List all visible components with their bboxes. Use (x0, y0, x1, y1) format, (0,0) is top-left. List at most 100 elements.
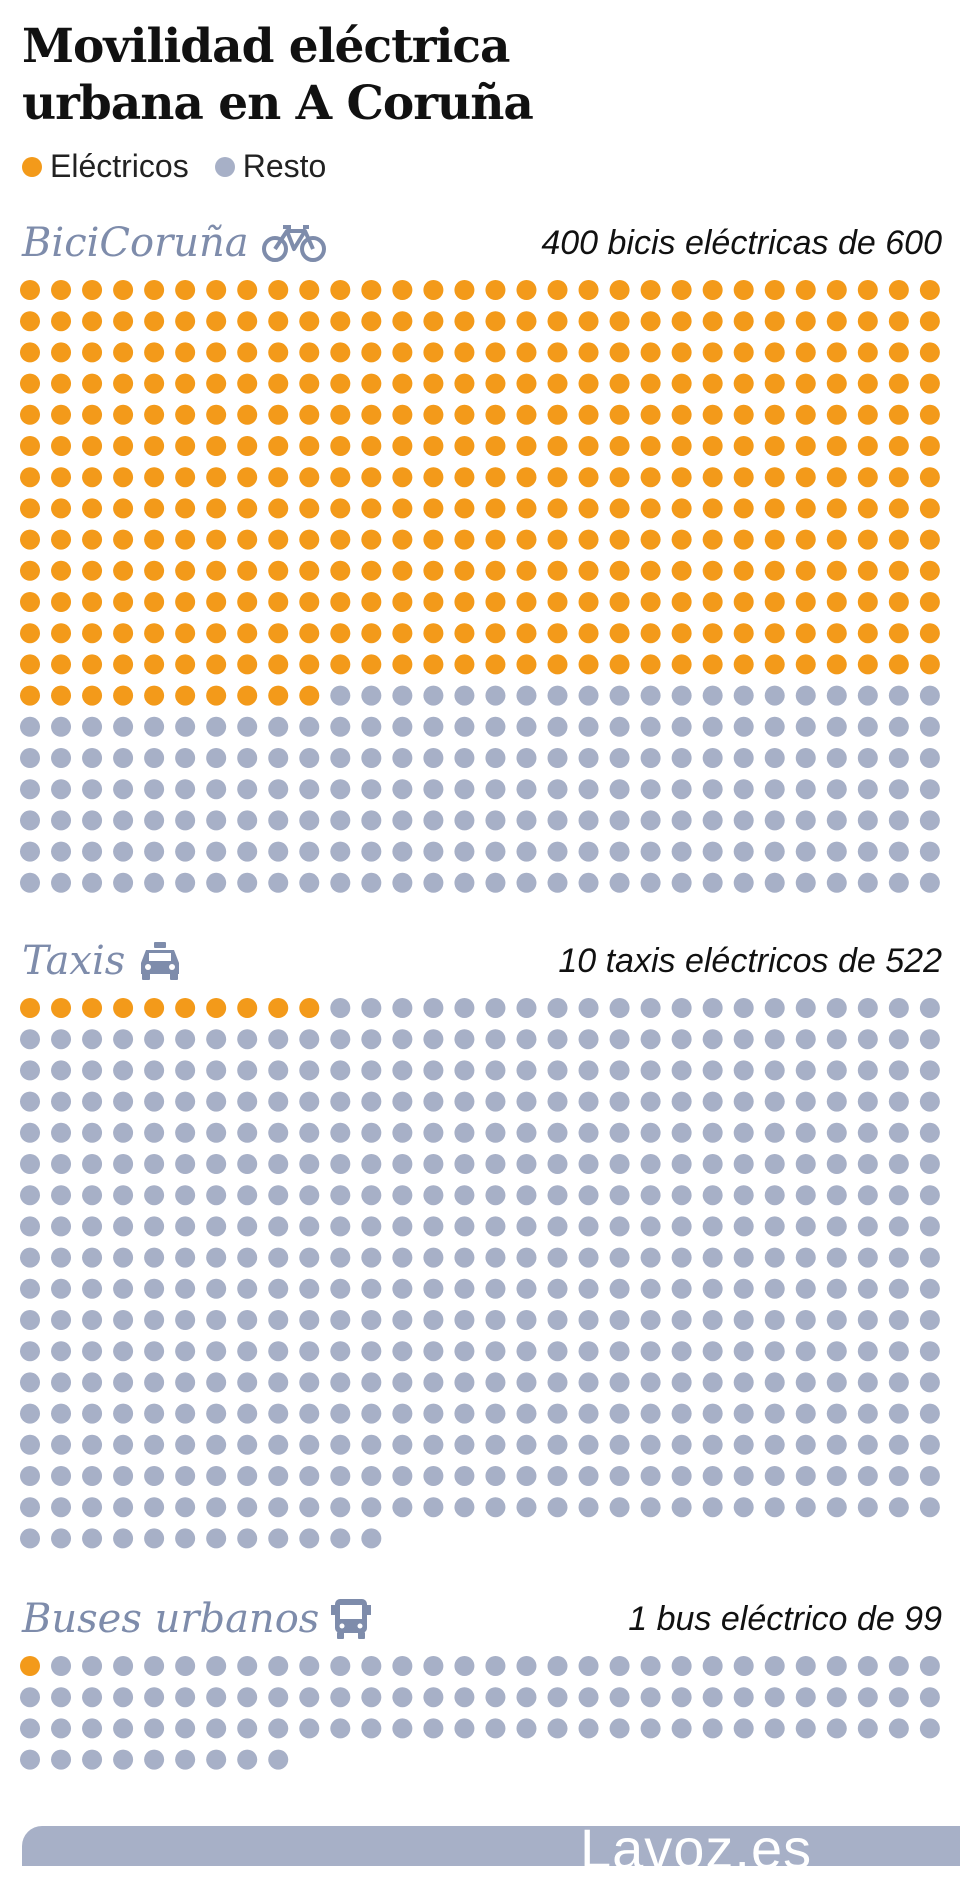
dot-electric (671, 404, 692, 425)
dot-electric (237, 404, 258, 425)
dot-rest (888, 716, 909, 737)
dot-rest (888, 1122, 909, 1143)
dot-electric (640, 342, 661, 363)
dot-rest (733, 872, 754, 893)
dot-rest (330, 1060, 351, 1081)
dot-rest (516, 685, 537, 706)
dot-electric (888, 592, 909, 612)
dot-electric (20, 436, 40, 456)
dot-electric (82, 685, 103, 706)
dot-electric (144, 685, 165, 706)
dot-rest (640, 1372, 661, 1393)
section-value-taxis: 10 taxis eléctricos de 522 (558, 941, 942, 980)
dot-electric (547, 280, 568, 300)
dot-rest (640, 1029, 661, 1050)
dot-rest (454, 810, 475, 831)
dot-electric (919, 529, 940, 550)
dot-rest (919, 748, 940, 768)
dot-electric (361, 404, 382, 425)
dot-rest (392, 748, 413, 768)
dot-rest (423, 685, 444, 706)
dot-rest (268, 810, 289, 831)
dot-rest (702, 872, 723, 893)
dot-rest (795, 1247, 816, 1268)
dot-rest (361, 1216, 382, 1237)
dot-electric (51, 373, 72, 394)
dot-rest (144, 1749, 165, 1770)
dot-rest (206, 810, 227, 831)
dot-rest (423, 779, 444, 800)
dot-electric (113, 342, 134, 363)
dot-electric (919, 436, 940, 456)
dot-rest (268, 841, 289, 862)
dot-rest (888, 1154, 909, 1174)
dot-rest (330, 748, 351, 768)
footer-logo: Lavoz.es (580, 1817, 813, 1880)
dot-rest (733, 685, 754, 706)
dot-rest (268, 1403, 289, 1424)
dot-rest (113, 1718, 134, 1739)
dot-rest (330, 1687, 351, 1708)
dot-rest (330, 1403, 351, 1424)
dot-rest (268, 1466, 289, 1486)
dot-rest (330, 1718, 351, 1739)
dot-rest (144, 1466, 165, 1486)
dot-electric (392, 592, 413, 612)
dot-electric (826, 560, 847, 581)
dot-rest (516, 1060, 537, 1081)
dot-rest (113, 1656, 134, 1676)
dot-rest (857, 1434, 878, 1455)
dot-rest (82, 1434, 103, 1455)
dot-rest (764, 1466, 785, 1486)
dot-rest (516, 1185, 537, 1206)
legend-swatch-rest (214, 156, 235, 177)
dot-rest (516, 841, 537, 862)
dot-rest (20, 1341, 40, 1362)
dot-rest (609, 841, 630, 862)
dot-electric (361, 342, 382, 363)
dot-rest (423, 1434, 444, 1455)
dot-electric (51, 654, 72, 675)
dot-electric (423, 498, 444, 519)
dot-electric (888, 623, 909, 644)
dot-rest (485, 1216, 506, 1237)
dot-rest (547, 1247, 568, 1268)
dot-electric (82, 623, 103, 644)
dot-electric (516, 654, 537, 675)
dot-electric (826, 498, 847, 519)
dot-rest (206, 1528, 227, 1549)
dot-electric (485, 280, 506, 300)
dot-rest (144, 779, 165, 800)
dot-rest (113, 1216, 134, 1237)
dot-rest (485, 716, 506, 737)
dot-electric (268, 373, 289, 394)
dot-rest (361, 779, 382, 800)
dot-electric (206, 560, 227, 581)
legend-label-rest: Resto (242, 148, 327, 184)
dot-rest (392, 1372, 413, 1393)
dot-rest (578, 1656, 599, 1676)
dot-rest (454, 1403, 475, 1424)
dot-rest (919, 1656, 940, 1676)
dot-rest (330, 998, 351, 1018)
dot-rest (361, 748, 382, 768)
dot-rest (919, 685, 940, 706)
dot-rest (299, 1466, 320, 1486)
dot-electric (547, 498, 568, 519)
dot-electric (640, 592, 661, 612)
dot-electric (857, 373, 878, 394)
dot-electric (609, 342, 630, 363)
dot-rest (82, 1060, 103, 1081)
dot-rest (423, 1372, 444, 1393)
dot-electric (82, 560, 103, 581)
dot-electric (919, 280, 940, 300)
dot-rest (857, 1122, 878, 1143)
dot-rest (454, 841, 475, 862)
dot-electric (82, 467, 103, 488)
dot-rest (392, 1497, 413, 1518)
dot-electric (547, 623, 568, 644)
dot-electric (113, 529, 134, 550)
dot-rest (547, 1497, 568, 1518)
dot-rest (640, 1718, 661, 1739)
dot-rest (578, 748, 599, 768)
